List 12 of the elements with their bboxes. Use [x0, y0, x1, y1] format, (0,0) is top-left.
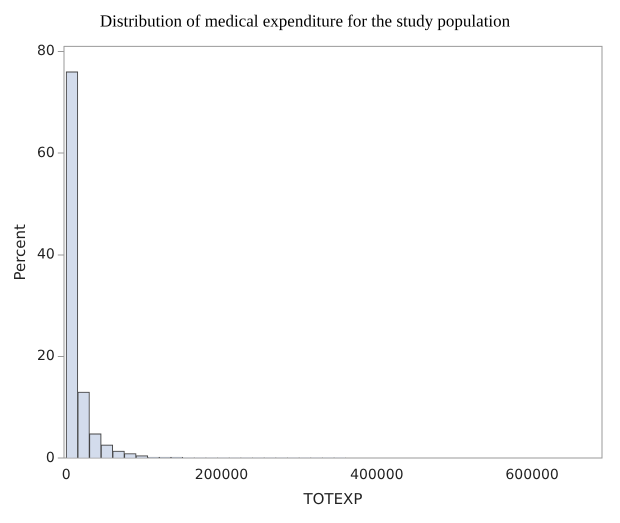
y-tick-label: 40	[36, 246, 55, 262]
x-axis-title: TOTEXP	[302, 490, 362, 508]
x-tick-label: 400000	[350, 467, 404, 484]
chart-title: Distribution of medical expenditure for the study population	[100, 12, 511, 31]
y-axis-title: Percent	[10, 224, 29, 281]
x-tick-label: 200000	[194, 467, 248, 484]
y-tick-label: 80	[36, 43, 55, 60]
y-tick-label: 20	[36, 348, 55, 364]
y-tick-label: 0	[46, 450, 55, 466]
y-tick-label: 60	[36, 144, 55, 161]
x-tick-label: 0	[62, 467, 71, 484]
x-tick-label: 600000	[505, 467, 559, 484]
